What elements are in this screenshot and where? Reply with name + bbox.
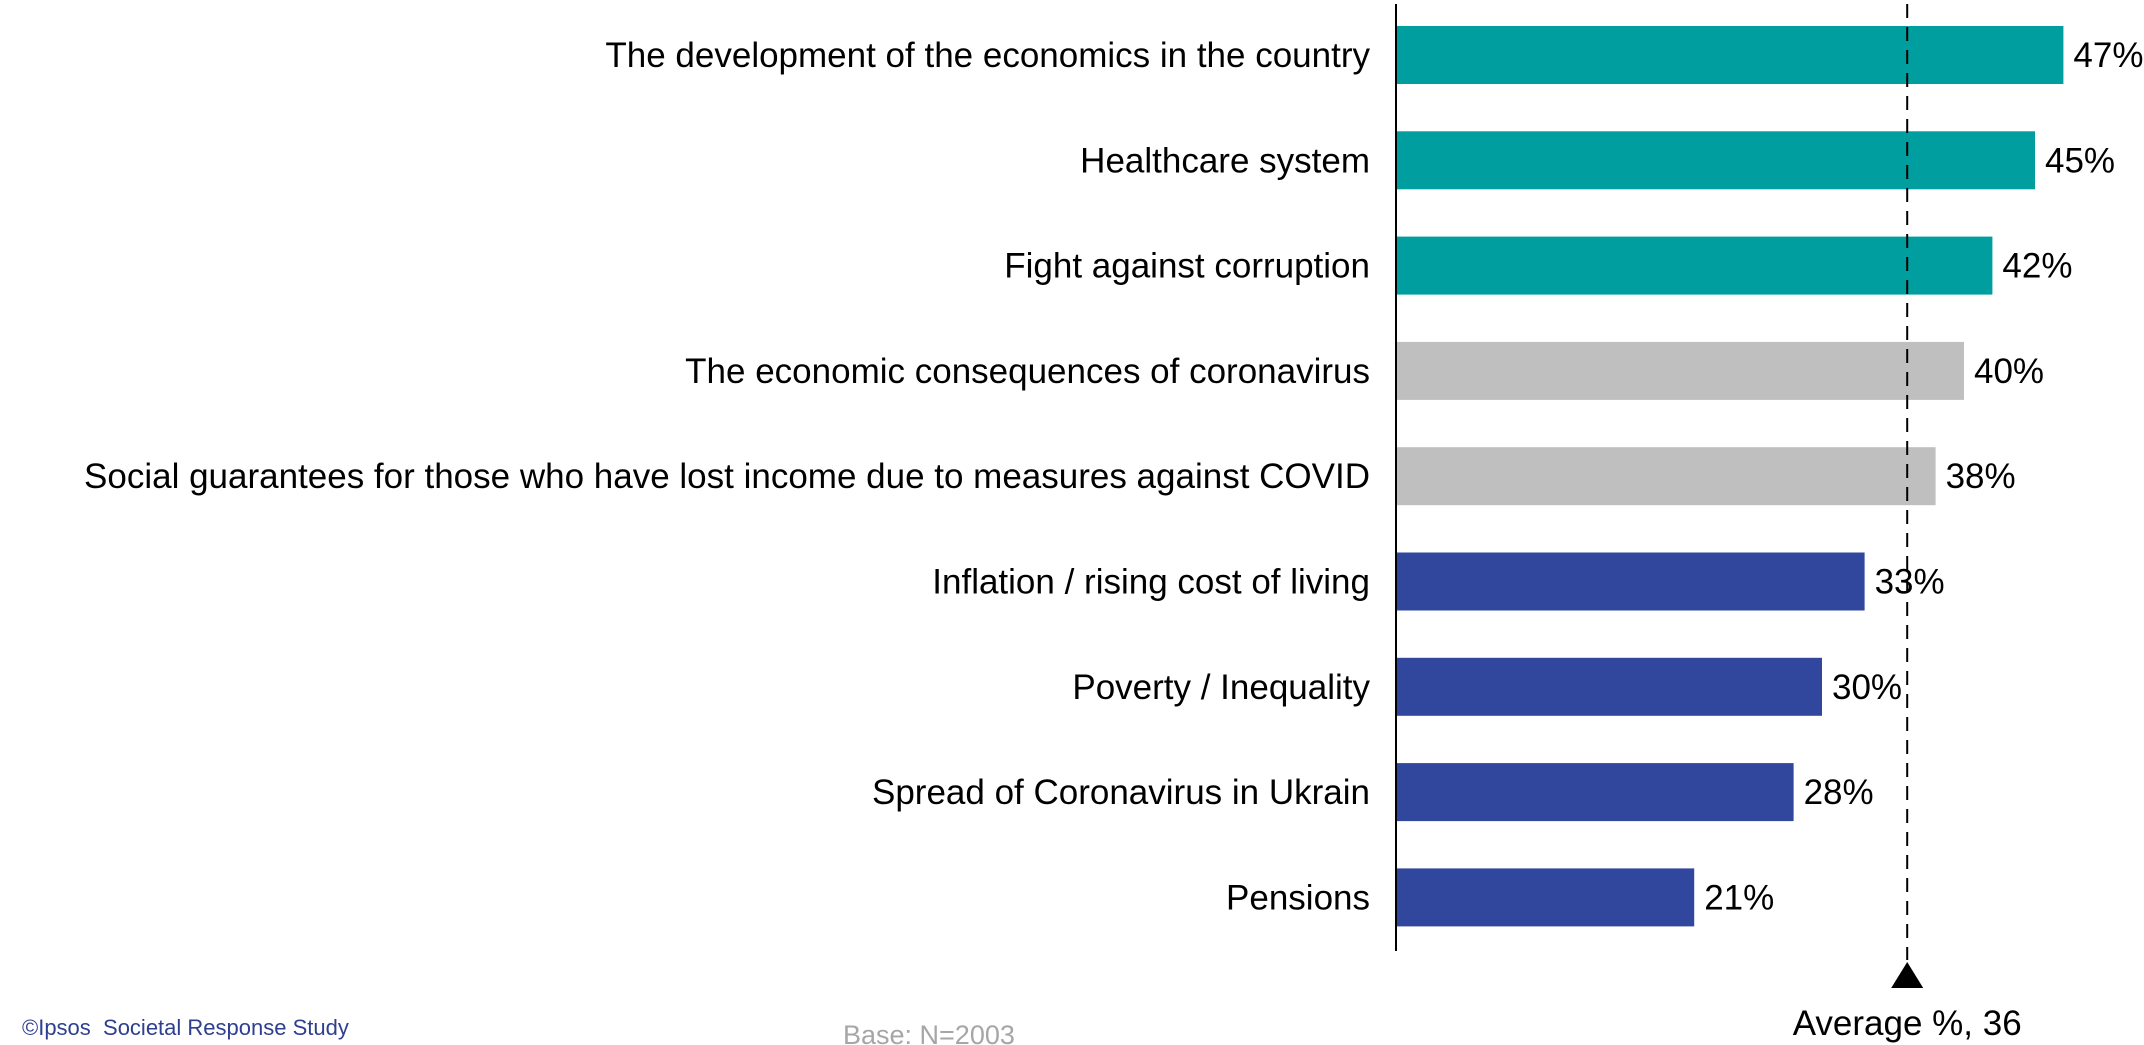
bar <box>1396 868 1695 927</box>
category-label: Pensions <box>1226 878 1370 917</box>
bar <box>1396 657 1822 716</box>
category-label: Spread of Coronavirus in Ukrain <box>872 773 1370 812</box>
category-label: Poverty / Inequality <box>1072 668 1370 707</box>
average-label: Average %, 36 <box>1793 1004 2022 1043</box>
value-label: 40% <box>1974 352 2044 391</box>
average-marker-triangle-icon <box>1891 962 1924 988</box>
labels-layer: The development of the economics in the … <box>84 36 2143 917</box>
category-label: Social guarantees for those who have los… <box>84 457 1370 496</box>
bar <box>1396 236 1993 295</box>
category-label: Healthcare system <box>1080 141 1370 180</box>
value-label: 45% <box>2045 141 2115 180</box>
category-label: The economic consequences of coronavirus <box>685 352 1370 391</box>
value-label: 21% <box>1704 878 1774 917</box>
source-note: ©Ipsos Societal Response Study <box>22 1015 349 1040</box>
bar <box>1396 131 2035 190</box>
bar <box>1396 26 2064 84</box>
bar <box>1396 763 1794 822</box>
value-label: 42% <box>2002 247 2072 286</box>
value-label: 30% <box>1832 668 1902 707</box>
bar <box>1396 341 1964 400</box>
value-label: 47% <box>2073 36 2143 75</box>
category-label: Fight against corruption <box>1004 247 1370 286</box>
bar <box>1396 552 1865 611</box>
bar <box>1396 447 1936 506</box>
value-label: 28% <box>1804 773 1874 812</box>
value-label: 33% <box>1875 563 1945 602</box>
value-label: 38% <box>1946 457 2016 496</box>
category-label: The development of the economics in the … <box>605 36 1370 75</box>
bars-layer <box>1396 26 2064 927</box>
category-label: Inflation / rising cost of living <box>932 563 1370 602</box>
base-note: Base: N=2003 <box>843 1020 1015 1045</box>
